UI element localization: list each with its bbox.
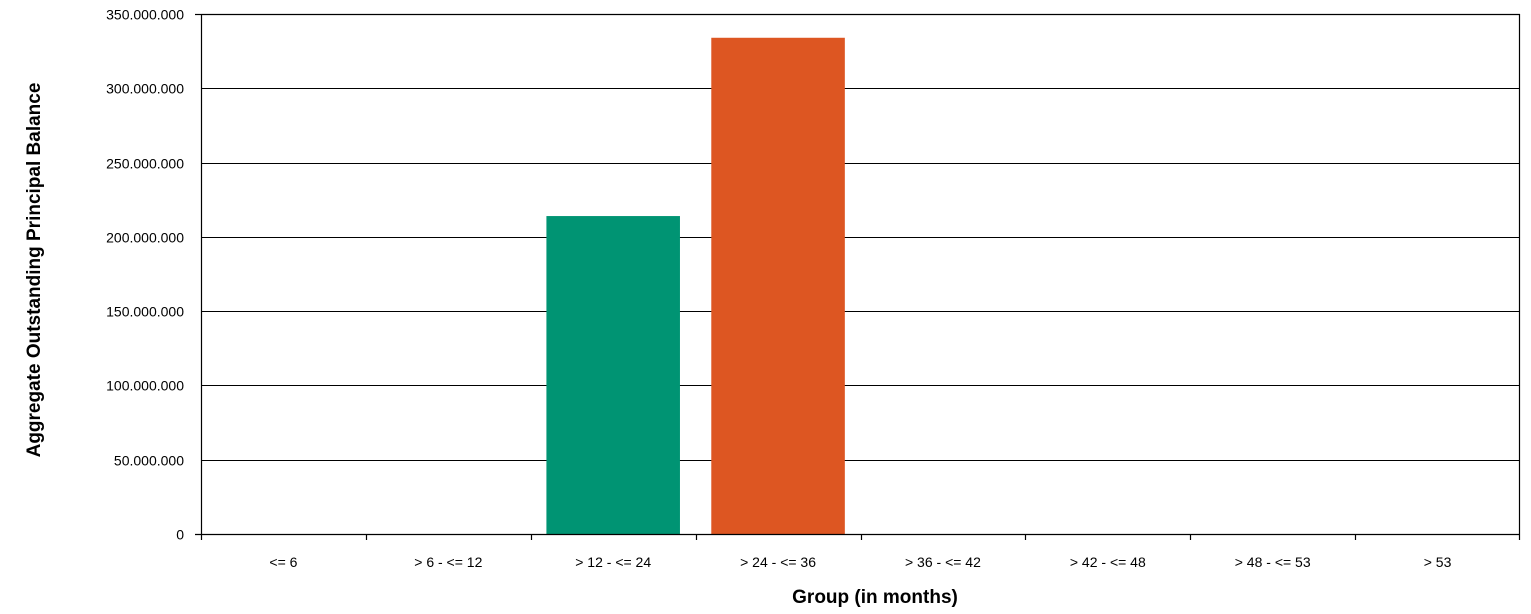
gridlines (201, 14, 1520, 461)
y-tick-label: 200.000.000 (106, 230, 184, 246)
y-tick-labels: 0 50.000.000 100.000.000 150.000.000 200.000… (106, 7, 184, 543)
x-tick-label: <= 6 (269, 554, 297, 570)
y-tick-label: 0 (176, 527, 184, 543)
x-tick-label: > 53 (1424, 554, 1452, 570)
bars (546, 37, 845, 535)
x-tick-label: > 42 - <= 48 (1070, 554, 1146, 570)
y-tick-label: 50.000.000 (114, 453, 184, 469)
bar (546, 216, 680, 535)
x-tick-label: > 36 - <= 42 (905, 554, 981, 570)
y-tick-label: 300.000.000 (106, 81, 184, 97)
axes (195, 13, 1521, 540)
x-tick-label: > 48 - <= 53 (1235, 554, 1311, 570)
y-tick-label: 350.000.000 (106, 7, 184, 23)
bar (711, 37, 845, 535)
y-axis-title: Aggregate Outstanding Principal Balance (24, 83, 45, 458)
y-tick-label: 150.000.000 (106, 304, 184, 320)
x-tick-label: > 12 - <= 24 (575, 554, 651, 570)
x-tick-label: > 24 - <= 36 (740, 554, 816, 570)
y-tick-label: 250.000.000 (106, 156, 184, 172)
x-tick-labels: <= 6 > 6 - <= 12 > 12 - <= 24 > 24 - <= 36 >… (269, 554, 1451, 570)
x-axis-title: Group (in months) (792, 587, 958, 608)
x-tick-label: > 6 - <= 12 (414, 554, 482, 570)
y-tick-label: 100.000.000 (106, 378, 184, 394)
